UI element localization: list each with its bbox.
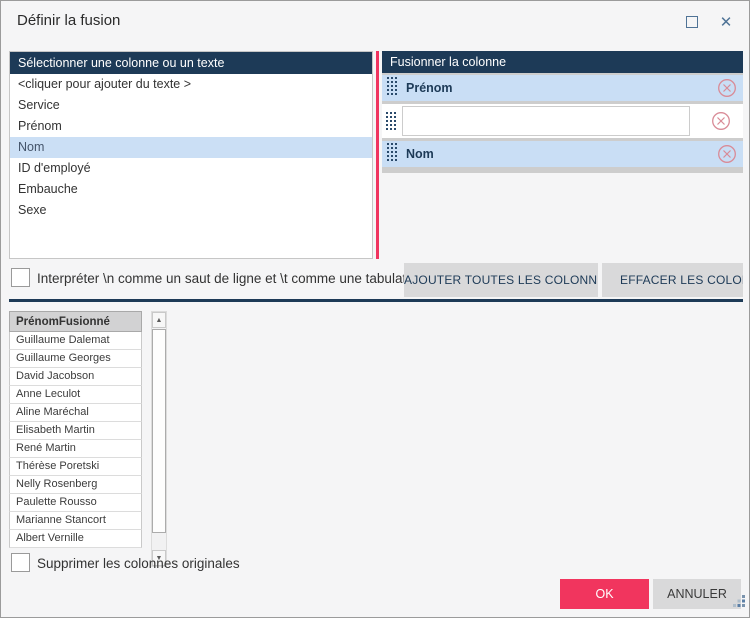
ok-button[interactable]: OK — [560, 579, 649, 609]
list-item-service[interactable]: Service — [18, 98, 60, 112]
column-list-header: Sélectionner une colonne ou un texte — [10, 52, 372, 74]
clear-columns-button[interactable]: EFFACER LES COLONNES — [602, 263, 743, 297]
list-item-add-text[interactable]: <cliquer pour ajouter du texte > — [18, 77, 192, 91]
drag-handle-icon[interactable] — [382, 104, 400, 138]
title-bar: Définir la fusion ✕ — [1, 1, 749, 43]
interpret-escapes-checkbox[interactable] — [11, 268, 30, 287]
list-item-sexe[interactable]: Sexe — [18, 203, 47, 217]
cancel-button[interactable]: ANNULER — [653, 579, 741, 609]
merge-row-prenom[interactable]: Prénom — [382, 75, 743, 101]
table-row: Thérèse Poretski — [9, 458, 142, 476]
list-item-prenom[interactable]: Prénom — [18, 119, 62, 133]
preview-table: PrénomFusionné Guillaume Dalemat Guillau… — [9, 311, 142, 548]
merge-row-label: Nom — [406, 147, 434, 161]
table-row: David Jacobson — [9, 368, 142, 386]
scroll-up-icon: ▲ — [155, 316, 163, 324]
scroll-up-button[interactable]: ▲ — [152, 312, 166, 328]
scroll-down-button[interactable]: ▼ — [152, 550, 166, 566]
column-list-panel: Sélectionner une colonne ou un texte <cl… — [9, 51, 373, 259]
table-row: Paulette Rousso — [9, 494, 142, 512]
merge-panel-header: Fusionner la colonne — [382, 51, 743, 73]
table-row: Aline Maréchal — [9, 404, 142, 422]
merge-row-label: Prénom — [406, 81, 453, 95]
preview-scrollbar[interactable]: ▲ ▼ — [151, 311, 167, 567]
close-button[interactable]: ✕ — [711, 11, 741, 33]
list-item-id-employe[interactable]: ID d'employé — [18, 161, 91, 175]
maximize-button[interactable] — [677, 11, 707, 33]
table-row: Elisabeth Martin — [9, 422, 142, 440]
merge-row-text — [382, 104, 743, 138]
remove-column-icon[interactable] — [717, 78, 737, 98]
maximize-icon — [686, 16, 698, 28]
resize-grip-icon[interactable] — [732, 595, 746, 613]
table-row: Anne Leculot — [9, 386, 142, 404]
merge-row-nom[interactable]: Nom — [382, 141, 743, 167]
list-item-embauche[interactable]: Embauche — [18, 182, 78, 196]
remove-column-icon[interactable] — [711, 111, 731, 131]
table-row: René Martin — [9, 440, 142, 458]
merge-text-input[interactable] — [402, 106, 690, 136]
close-icon: ✕ — [719, 13, 733, 31]
list-item-nom-selected[interactable]: Nom — [10, 137, 372, 158]
table-row: Albert Vernille — [9, 530, 142, 548]
drag-handle-icon[interactable] — [387, 76, 397, 100]
add-all-columns-button[interactable]: AJOUTER TOUTES LES COLONNES — [404, 263, 598, 297]
table-row: Marianne Stancort — [9, 512, 142, 530]
dialog-title: Définir la fusion — [17, 12, 121, 29]
panel-divider — [376, 51, 379, 259]
scroll-down-icon: ▼ — [155, 554, 163, 562]
scrollbar-thumb[interactable] — [152, 329, 166, 533]
remove-original-columns-checkbox[interactable] — [11, 553, 30, 572]
table-row: Nelly Rosenberg — [9, 476, 142, 494]
remove-column-icon[interactable] — [717, 144, 737, 164]
drag-handle-icon[interactable] — [387, 142, 397, 166]
table-row: Guillaume Dalemat — [9, 332, 142, 350]
table-row: Guillaume Georges — [9, 350, 142, 368]
remove-original-columns-label: Supprimer les colonnes originales — [37, 556, 240, 571]
section-separator — [9, 299, 743, 302]
preview-table-header: PrénomFusionné — [9, 311, 142, 332]
merge-panel: Fusionner la colonne — [382, 51, 743, 73]
interpret-escapes-label: Interpréter \n comme un saut de ligne et… — [37, 271, 425, 286]
